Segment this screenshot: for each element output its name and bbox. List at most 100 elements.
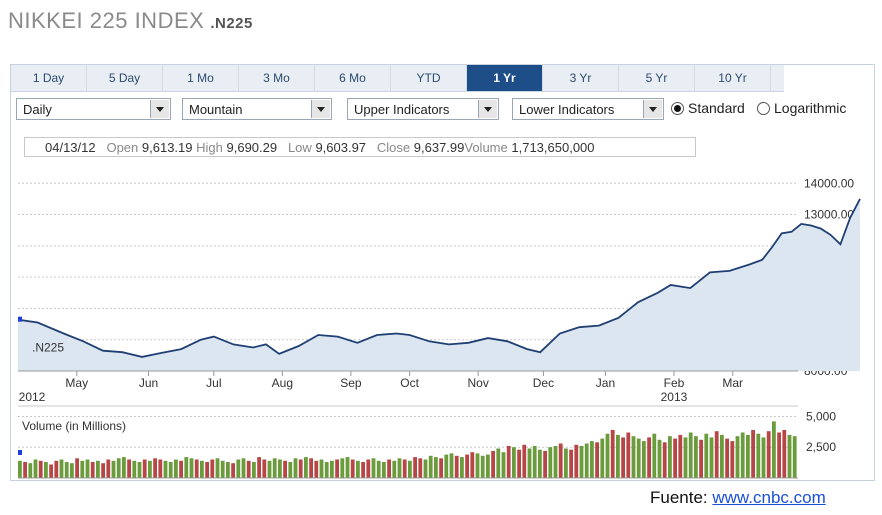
volume-bar	[38, 460, 43, 478]
volume-bar	[324, 462, 329, 478]
volume-bar	[579, 446, 584, 478]
volume-bar	[350, 459, 355, 478]
volume-marker	[18, 450, 22, 455]
volume-bar	[538, 449, 542, 478]
tab-1-yr[interactable]: 1 Yr	[467, 65, 543, 91]
volume-bar	[75, 458, 79, 478]
volume-bar	[475, 453, 480, 478]
volume-bar	[376, 460, 381, 478]
x-tick-label: May	[65, 376, 88, 390]
tab-10-yr[interactable]: 10 Yr	[695, 65, 771, 91]
volume-bar	[106, 459, 111, 478]
scale-log-radio[interactable]: Logarithmic	[757, 100, 846, 116]
volume-bar	[158, 459, 163, 478]
volume-bar	[366, 459, 371, 478]
low-value: 9,603.97	[315, 140, 367, 155]
volume-bar	[236, 459, 241, 478]
tab-5-day[interactable]: 5 Day	[87, 65, 163, 91]
x-year-label: 2012	[19, 390, 46, 404]
page-title: NIKKEI 225 INDEX .N225	[8, 8, 253, 34]
volume-bar	[413, 457, 417, 478]
lower-indicators-select[interactable]: Lower Indicators	[512, 98, 664, 120]
volume-bar	[683, 437, 688, 478]
volume-bar	[111, 460, 116, 478]
volume-bar	[96, 460, 100, 478]
tab-5-yr[interactable]: 5 Yr	[619, 65, 695, 91]
scale-standard-label: Standard	[688, 100, 745, 116]
x-tick-label: Nov	[467, 376, 488, 390]
volume-bar	[319, 459, 324, 478]
volume-bar	[470, 452, 475, 478]
volume-bar	[662, 442, 667, 478]
chevron-down-icon	[478, 100, 497, 118]
volume-bar	[761, 437, 766, 478]
volume-bar	[122, 457, 126, 478]
volume-bar	[725, 438, 729, 478]
volume-bar	[480, 455, 485, 478]
volume-bar	[709, 437, 714, 478]
volume-bar	[215, 458, 220, 478]
volume-bar	[309, 458, 313, 478]
volume-bar	[626, 432, 631, 478]
volume-bar	[304, 457, 308, 478]
volume-bar	[371, 458, 376, 478]
y-tick-label: 13000.00	[804, 208, 854, 222]
volume-bar	[605, 433, 610, 478]
volume-bar	[387, 459, 391, 478]
open-value: 9,613.19	[141, 140, 193, 155]
volume-bar	[792, 436, 797, 478]
volume-bar	[590, 441, 594, 478]
volume-bar	[444, 454, 449, 478]
volume-bar	[532, 446, 537, 478]
volume-bar	[184, 457, 189, 478]
range-tabs: 1 Day 5 Day 1 Mo 3 Mo 6 Mo YTD 1 Yr 3 Yr 5 Yr 10 …	[11, 65, 784, 92]
start-marker	[18, 316, 22, 322]
tab-3-yr[interactable]: 3 Yr	[543, 65, 619, 91]
close-value: 9,637.99	[413, 140, 465, 155]
upper-indicators-select[interactable]: Upper Indicators	[347, 98, 499, 120]
volume-bar	[132, 460, 137, 478]
volume-bar	[501, 452, 506, 478]
volume-bar	[730, 441, 735, 478]
volume-bar	[85, 459, 90, 478]
volume-bar	[621, 437, 625, 478]
tab-ytd[interactable]: YTD	[391, 65, 467, 91]
source-link[interactable]: www.cnbc.com	[712, 488, 826, 507]
chart-style-select[interactable]: Mountain	[182, 98, 332, 120]
volume-bar	[465, 454, 469, 478]
frequency-select[interactable]: Daily	[16, 98, 171, 120]
volume-bar	[772, 421, 776, 478]
x-tick-label: Sep	[340, 376, 362, 390]
volume-bar	[80, 460, 85, 478]
y-tick-label: 14000.00	[804, 176, 854, 190]
tab-1-day[interactable]: 1 Day	[11, 65, 87, 91]
high-label: High	[196, 140, 223, 155]
tab-3-mo[interactable]: 3 Mo	[239, 65, 315, 91]
volume-bar	[23, 462, 27, 478]
volume-bar	[610, 430, 615, 478]
volume-bar	[699, 439, 703, 478]
chart-panel: 1 Day 5 Day 1 Mo 3 Mo 6 Mo YTD 1 Yr 3 Yr 5 Yr 10 …	[10, 64, 875, 481]
volume-bar	[564, 448, 568, 478]
volume-bar	[402, 459, 407, 478]
volume-label: Volume	[464, 140, 508, 155]
volume-bar	[688, 432, 693, 478]
volume-bar	[163, 460, 168, 478]
volume-bar	[340, 458, 345, 478]
volume-bar	[49, 464, 53, 478]
x-tick-label: Aug	[272, 376, 293, 390]
volume-bar	[194, 459, 199, 478]
volume-bar	[168, 462, 173, 478]
tab-6-mo[interactable]: 6 Mo	[315, 65, 391, 91]
volume-bar	[460, 457, 464, 478]
volume-bar	[439, 458, 443, 478]
volume-bar	[345, 457, 350, 478]
volume-bar	[616, 434, 620, 478]
volume-bar	[418, 458, 423, 478]
volume-bar	[668, 436, 672, 478]
volume-bar	[408, 460, 412, 478]
scale-standard-radio[interactable]: Standard	[671, 100, 745, 116]
volume-bar	[642, 441, 646, 478]
volume-bar	[288, 462, 293, 478]
tab-1-mo[interactable]: 1 Mo	[163, 65, 239, 91]
